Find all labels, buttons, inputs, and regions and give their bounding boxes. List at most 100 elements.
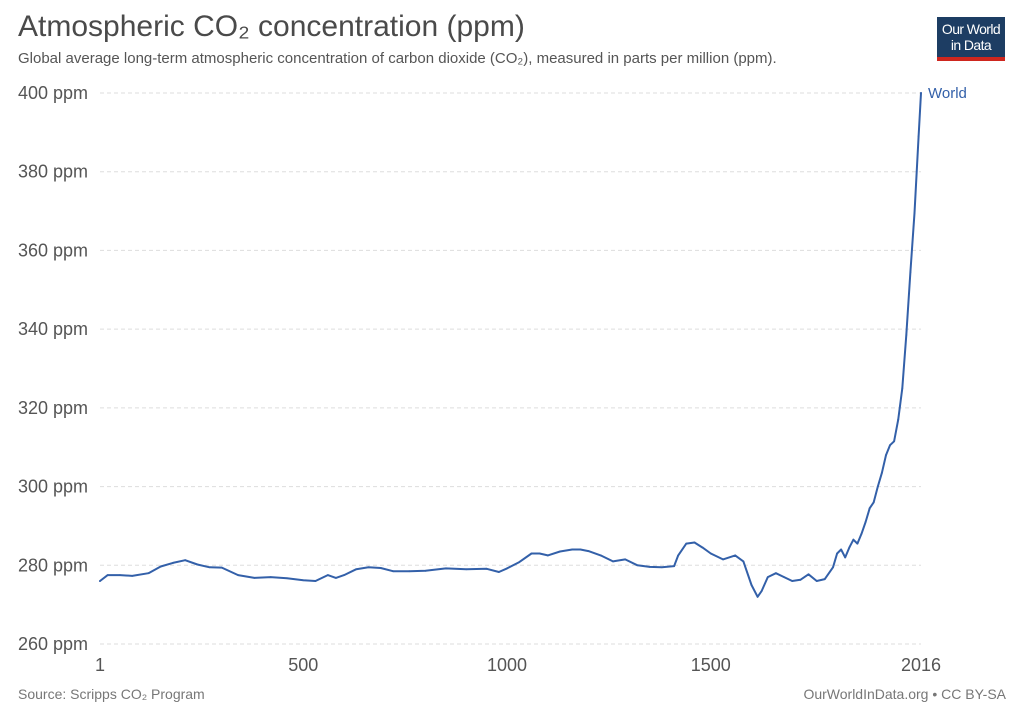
y-tick-label-300: 300 ppm xyxy=(18,477,88,497)
data-point xyxy=(599,554,602,557)
series-line-world[interactable] xyxy=(99,92,922,598)
data-point xyxy=(750,584,753,586)
data-point xyxy=(799,578,802,581)
data-point xyxy=(343,574,345,577)
data-point xyxy=(701,546,704,549)
data-point xyxy=(693,541,696,544)
data-point xyxy=(648,565,651,568)
data-point xyxy=(844,556,847,559)
x-tick-label-1500: 1500 xyxy=(691,655,731,675)
data-point xyxy=(897,418,900,421)
chart-title: Atmospheric CO₂ concentration (ppm) xyxy=(18,10,525,43)
x-tick-label-500: 500 xyxy=(288,655,318,675)
y-tick-label-320: 320 ppm xyxy=(18,398,88,418)
data-point xyxy=(269,576,272,578)
data-point xyxy=(579,548,582,551)
data-point xyxy=(880,471,883,474)
x-tick-label-1: 1 xyxy=(95,655,105,675)
data-point xyxy=(677,554,680,557)
data-point xyxy=(172,562,174,564)
data-point xyxy=(546,554,549,557)
data-point xyxy=(408,570,411,573)
data-point xyxy=(367,566,370,569)
series-layer: World xyxy=(99,85,967,598)
data-point xyxy=(760,589,763,592)
data-point xyxy=(237,574,240,577)
data-point xyxy=(119,574,121,577)
data-point xyxy=(856,542,859,545)
data-point xyxy=(506,567,508,570)
data-point xyxy=(624,558,627,561)
data-point xyxy=(497,571,500,573)
data-point xyxy=(709,552,712,555)
x-tick-label-2016: 2016 xyxy=(901,655,941,675)
license-note[interactable]: OurWorldInData.org • CC BY-SA xyxy=(803,686,1006,702)
data-point xyxy=(909,271,912,273)
data-point xyxy=(485,567,488,570)
data-point xyxy=(99,580,101,582)
y-tick-label-380: 380 ppm xyxy=(18,162,88,182)
y-tick-label-260: 260 ppm xyxy=(18,634,88,654)
data-point xyxy=(860,532,863,535)
data-point xyxy=(783,576,785,578)
data-point xyxy=(159,565,162,568)
data-point xyxy=(636,564,639,567)
data-point xyxy=(314,580,317,582)
x-tick-label-1000: 1000 xyxy=(487,655,527,675)
data-point xyxy=(379,567,382,569)
data-point xyxy=(832,566,834,569)
data-point xyxy=(920,92,922,94)
data-point xyxy=(840,548,843,551)
data-point xyxy=(836,552,838,555)
data-point xyxy=(876,485,879,488)
y-tick-label-360: 360 ppm xyxy=(18,240,88,260)
y-tick-label-280: 280 ppm xyxy=(18,555,88,575)
x-axis: 1 500 1000 1500 2016 xyxy=(95,655,941,675)
data-point xyxy=(530,552,533,555)
owid-logo[interactable]: Our World in Data xyxy=(937,17,1005,61)
data-point xyxy=(445,567,447,570)
data-point xyxy=(807,573,810,576)
data-point xyxy=(355,568,358,571)
data-point xyxy=(538,552,541,555)
data-point xyxy=(775,572,777,575)
data-point xyxy=(326,574,329,577)
data-point xyxy=(106,574,109,577)
data-point xyxy=(184,559,187,562)
data-point xyxy=(756,595,759,598)
data-point xyxy=(889,444,891,447)
data-point xyxy=(465,568,468,571)
data-point xyxy=(673,565,675,567)
data-point xyxy=(660,566,663,569)
data-point xyxy=(901,387,904,390)
logo-text-line-1: Our World xyxy=(941,21,1001,37)
data-point xyxy=(913,212,916,214)
data-point xyxy=(587,550,590,553)
data-point xyxy=(196,563,199,566)
data-point xyxy=(917,135,920,138)
grid-lines xyxy=(100,92,921,645)
y-tick-label-340: 340 ppm xyxy=(18,319,88,339)
data-point xyxy=(766,576,769,578)
data-point xyxy=(905,334,908,336)
data-point xyxy=(791,580,794,582)
source-note[interactable]: Source: Scripps CO₂ Program xyxy=(18,686,205,702)
data-point xyxy=(848,546,851,549)
data-point xyxy=(815,580,818,582)
data-point xyxy=(864,521,867,523)
data-point xyxy=(571,548,574,551)
logo-text-line-2: in Data xyxy=(950,37,992,53)
series-label-world[interactable]: World xyxy=(928,85,967,102)
data-point xyxy=(220,566,223,569)
logo-accent-bar xyxy=(937,57,1005,61)
data-point xyxy=(885,454,887,456)
data-point xyxy=(823,578,826,580)
data-point xyxy=(559,550,561,553)
y-tick-label-400: 400 ppm xyxy=(18,83,88,103)
data-point xyxy=(734,554,737,557)
data-point xyxy=(518,561,521,564)
data-point xyxy=(302,579,305,582)
data-point xyxy=(742,560,745,563)
data-point xyxy=(852,538,855,541)
